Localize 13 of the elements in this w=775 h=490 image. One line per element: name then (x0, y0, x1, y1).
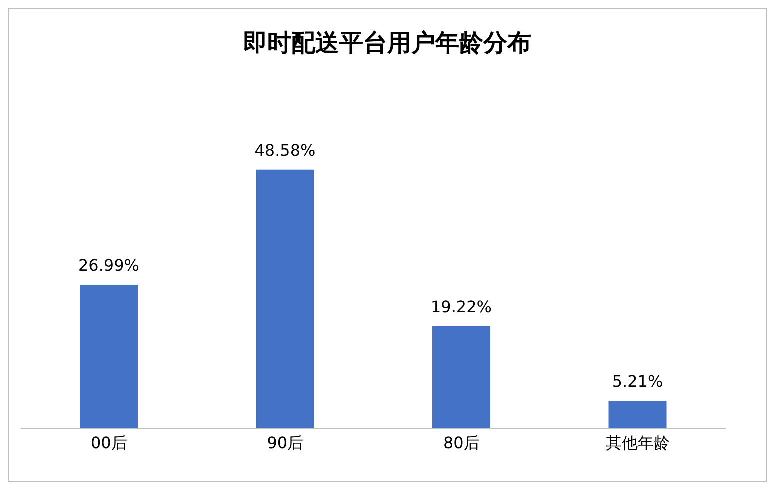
x-tick-label: 80后 (443, 433, 480, 452)
x-tick-label: 90后 (267, 433, 304, 452)
data-label: 26.99% (78, 256, 140, 276)
data-label: 5.21% (612, 372, 664, 392)
bar (432, 326, 490, 429)
bar (608, 401, 667, 429)
chart-title: 即时配送平台用户年龄分布 (242, 28, 532, 59)
x-tick-label: 其他年龄 (606, 433, 670, 452)
data-label: 48.58% (254, 140, 316, 160)
bar (256, 170, 314, 429)
data-label: 19.22% (430, 297, 492, 316)
x-tick-label: 00后 (90, 433, 128, 452)
bar (80, 285, 138, 429)
